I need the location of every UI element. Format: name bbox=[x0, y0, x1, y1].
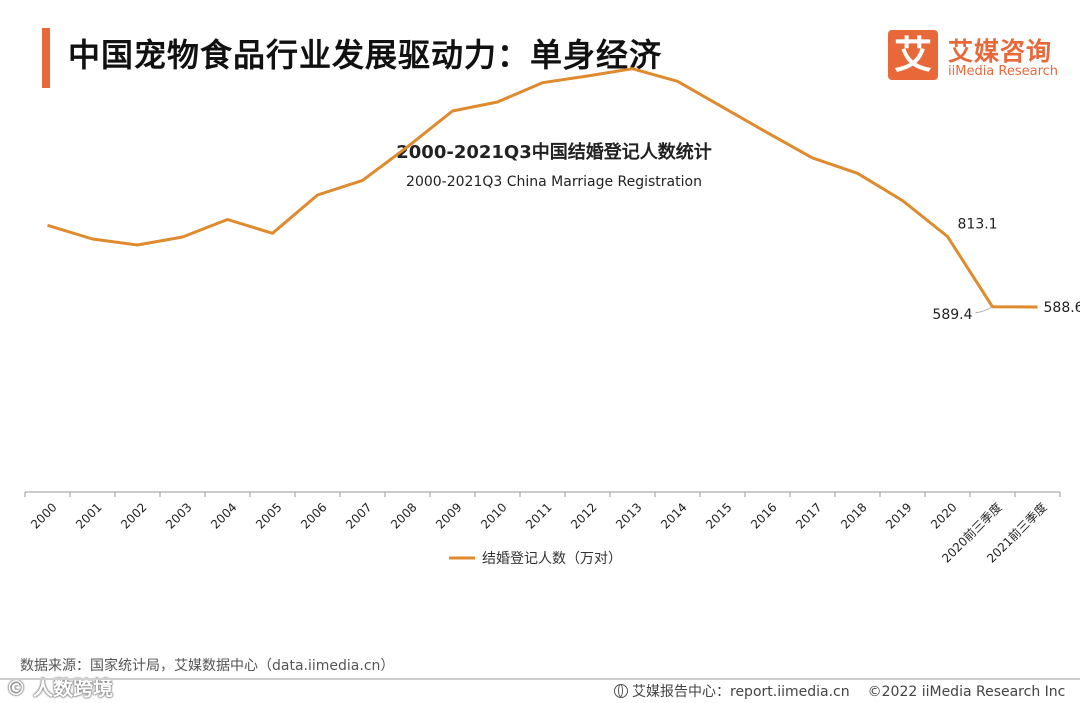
chart-title: 2000-2021Q3中国结婚登记人数统计 bbox=[396, 141, 712, 163]
x-tick-label: 2007 bbox=[343, 500, 374, 531]
x-tick-label: 2009 bbox=[433, 500, 464, 531]
x-tick-label: 2014 bbox=[658, 500, 689, 531]
x-tick-label: 2015 bbox=[703, 500, 734, 531]
title-accent-bar bbox=[42, 28, 50, 88]
chart-subtitle: 2000-2021Q3 China Marriage Registration bbox=[406, 174, 702, 190]
iimedia-logo: 艾 艾媒咨询 iiMedia Research bbox=[888, 30, 1064, 82]
x-tick-label: 2019 bbox=[883, 500, 914, 531]
page-title: 中国宠物食品行业发展驱动力：单身经济 bbox=[68, 36, 663, 74]
x-tick-label: 2003 bbox=[163, 500, 194, 531]
data-label: 588.6 bbox=[1044, 300, 1080, 316]
x-tick-label: 2016 bbox=[748, 500, 779, 531]
series-lines bbox=[47, 67, 1038, 309]
label-leader-line bbox=[975, 306, 993, 314]
data-source-note: 数据来源：国家统计局，艾媒数据中心（data.iimedia.cn） bbox=[20, 658, 395, 674]
footer-bar: 艾媒报告中心：report.iimedia.cn ©2022 iiMedia Re… bbox=[614, 681, 1065, 701]
x-tick-label: 2020 bbox=[928, 500, 959, 531]
x-tick-label: 2006 bbox=[298, 500, 329, 531]
x-tick-label: 2013 bbox=[613, 500, 644, 531]
x-tick-label: 2017 bbox=[793, 500, 824, 531]
x-tick-label: 2005 bbox=[253, 500, 284, 531]
x-tick-label: 2010 bbox=[478, 500, 509, 531]
logo-chinese-name: 艾媒咨询 bbox=[948, 37, 1053, 66]
report-center-link[interactable]: 艾媒报告中心：report.iimedia.cn bbox=[632, 684, 850, 700]
data-labels: 813.1 589.4 588.6 bbox=[932, 216, 1080, 322]
x-tick-label: 2001 bbox=[73, 500, 104, 531]
watermark: © 人数跨境 bbox=[6, 676, 113, 700]
x-tick-label: 2018 bbox=[838, 500, 869, 531]
x-tick-label: 2004 bbox=[208, 500, 239, 531]
series-line bbox=[47, 67, 1038, 309]
copyright: ©2022 iiMedia Research Inc bbox=[867, 684, 1066, 700]
legend-label: 结婚登记人数（万对） bbox=[482, 551, 622, 567]
x-tick-label: 2002 bbox=[118, 500, 149, 531]
logo-mark: 艾 bbox=[888, 30, 938, 80]
x-tick-label: 2011 bbox=[523, 500, 554, 531]
x-tick-label: 2000 bbox=[28, 500, 59, 531]
logo-english-name: iiMedia Research bbox=[948, 64, 1059, 79]
legend: 结婚登记人数（万对） bbox=[449, 551, 622, 567]
x-axis-ticks bbox=[24, 492, 1061, 497]
data-label: 589.4 bbox=[932, 307, 972, 323]
x-tick-label: 2012 bbox=[568, 500, 599, 531]
x-tick-label: 2008 bbox=[388, 500, 419, 531]
footer-divider bbox=[0, 678, 1080, 680]
globe-icon bbox=[614, 684, 628, 698]
data-label: 813.1 bbox=[958, 216, 998, 232]
